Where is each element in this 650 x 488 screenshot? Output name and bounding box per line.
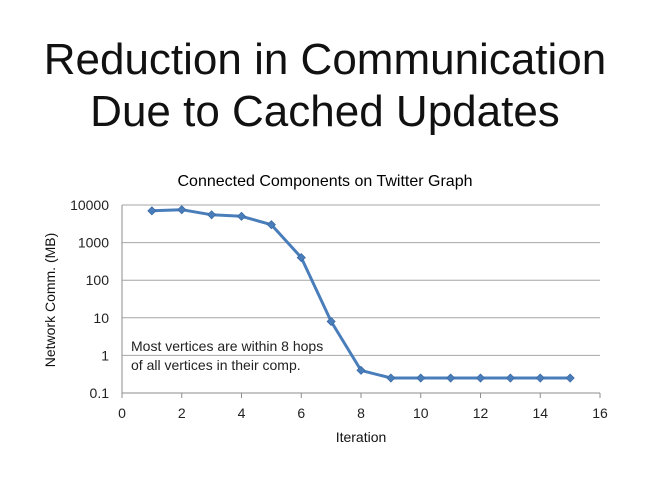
slide-title: Reduction in Communication Due to Cached… (0, 34, 650, 138)
x-tick-label: 16 (592, 405, 608, 421)
x-tick-labels: 0 2 4 6 8 10 12 14 16 (118, 393, 608, 421)
data-point (416, 373, 426, 383)
data-point (356, 365, 366, 375)
x-tick-label: 0 (118, 405, 126, 421)
x-axis-label: Iteration (336, 429, 387, 445)
y-tick-label: 0.1 (90, 385, 110, 401)
y-tick-label: 1000 (78, 235, 109, 251)
annotation-line-1: Most vertices are within 8 hops (131, 338, 323, 354)
y-axis-label: Network Comm. (MB) (42, 233, 58, 368)
data-point (147, 206, 157, 216)
x-tick-label: 4 (238, 405, 246, 421)
chart-title: Connected Components on Twitter Graph (178, 173, 473, 190)
x-tick-label: 2 (178, 405, 186, 421)
x-tick-label: 14 (532, 405, 548, 421)
series-group (147, 205, 575, 383)
y-tick-label: 10 (93, 310, 109, 326)
data-point (446, 373, 456, 383)
data-point (266, 220, 276, 230)
gridlines (122, 204, 600, 356)
data-point (535, 373, 545, 383)
y-tick-label: 1 (101, 347, 109, 363)
data-point (207, 210, 217, 220)
x-tick-label: 8 (357, 405, 365, 421)
data-point (386, 373, 396, 383)
annotation-line-2: of all vertices in their comp. (131, 357, 301, 373)
data-point (505, 373, 515, 383)
data-point (326, 316, 336, 327)
y-tick-label: 10000 (70, 197, 109, 213)
data-point (177, 205, 187, 215)
x-tick-label: 10 (413, 405, 429, 421)
data-point (236, 211, 247, 221)
slide-title-line-2: Due to Cached Updates (90, 87, 560, 136)
data-point (475, 373, 486, 383)
slide-title-line-1: Reduction in Communication (43, 35, 607, 84)
data-point (296, 252, 306, 263)
x-tick-label: 12 (473, 405, 489, 421)
data-point (565, 373, 575, 383)
y-tick-labels: 0.1 1 10 100 1000 10000 (70, 197, 109, 401)
y-tick-label: 100 (86, 272, 110, 288)
x-tick-label: 6 (297, 405, 305, 421)
